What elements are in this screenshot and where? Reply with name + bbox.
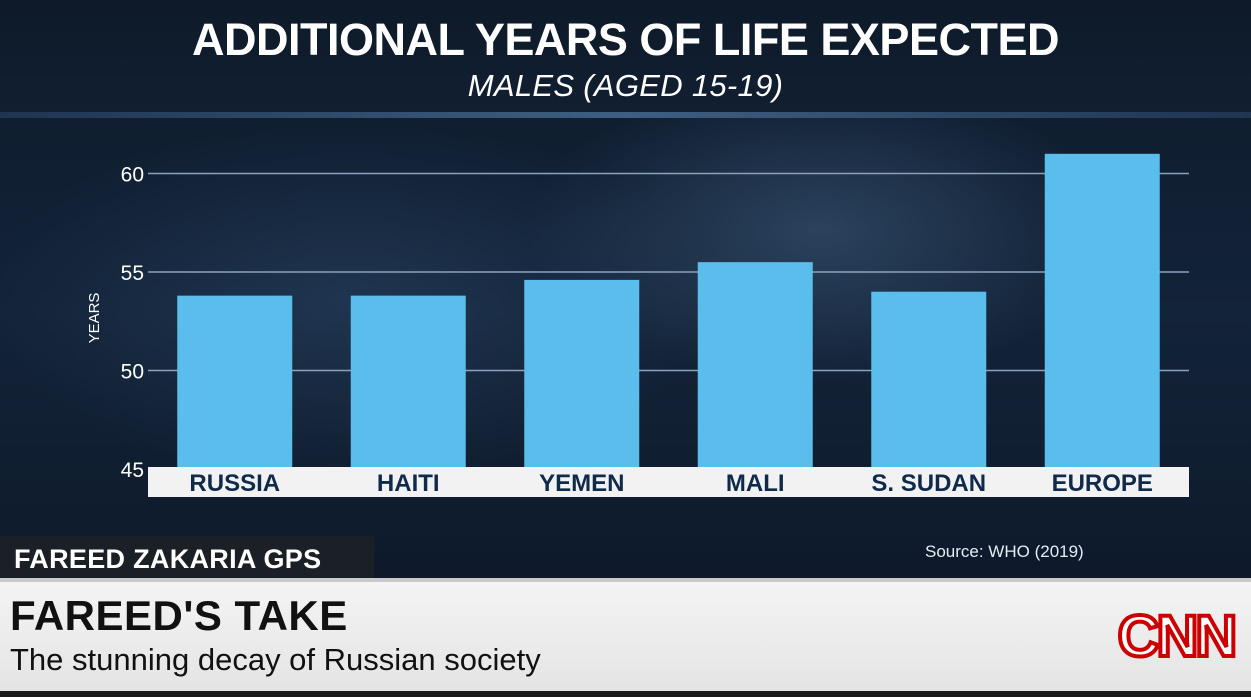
bar-s-sudan <box>871 291 987 467</box>
y-tick-label: 50 <box>121 361 144 384</box>
x-tick-label: RUSSIA <box>189 470 280 497</box>
svg-text:CNN: CNN <box>1118 604 1235 669</box>
chart-title: ADDITIONAL YEARS OF LIFE EXPECTED <box>192 14 1059 65</box>
y-axis-label: YEARS <box>86 293 103 344</box>
y-tick-label: 45 <box>121 459 144 482</box>
source-note: Source: WHO (2019) <box>925 542 1084 561</box>
x-tick-label: YEMEN <box>539 470 624 497</box>
cnn-logo-mark: CNN <box>1116 602 1240 670</box>
chart-subtitle: MALES (AGED 15-19) <box>467 68 784 103</box>
bar-mali <box>697 262 813 467</box>
title-divider <box>0 112 1251 118</box>
x-tick-label: HAITI <box>377 470 440 497</box>
y-tick-label: 55 <box>121 262 144 285</box>
cnn-logo: CNN <box>1108 600 1244 670</box>
x-ticks: RUSSIA HAITI YEMEN MALI S. SUDAN EUROPE <box>189 470 1153 497</box>
lower-third <box>0 582 1251 691</box>
grid-lines <box>148 172 1189 372</box>
bar-europe <box>1044 153 1160 468</box>
x-axis-band <box>148 467 1189 497</box>
bar-yemen <box>524 279 640 467</box>
lower-third-rule <box>0 578 1251 582</box>
x-tick-label: S. SUDAN <box>871 470 986 497</box>
headline: FAREED'S TAKE <box>10 592 348 639</box>
x-tick-label: EUROPE <box>1052 470 1153 497</box>
subheadline: The stunning decay of Russian society <box>10 642 541 677</box>
bar-haiti <box>350 295 466 467</box>
show-name-tag: FAREED ZAKARIA GPS <box>0 536 374 580</box>
title-band <box>0 0 1251 112</box>
bar-russia <box>177 295 293 467</box>
y-tick-label: 60 <box>121 164 144 187</box>
y-ticks: 45 50 55 60 <box>121 164 144 483</box>
x-tick-label: MALI <box>726 470 785 497</box>
bars <box>177 153 1160 468</box>
bottom-strip <box>0 691 1251 697</box>
